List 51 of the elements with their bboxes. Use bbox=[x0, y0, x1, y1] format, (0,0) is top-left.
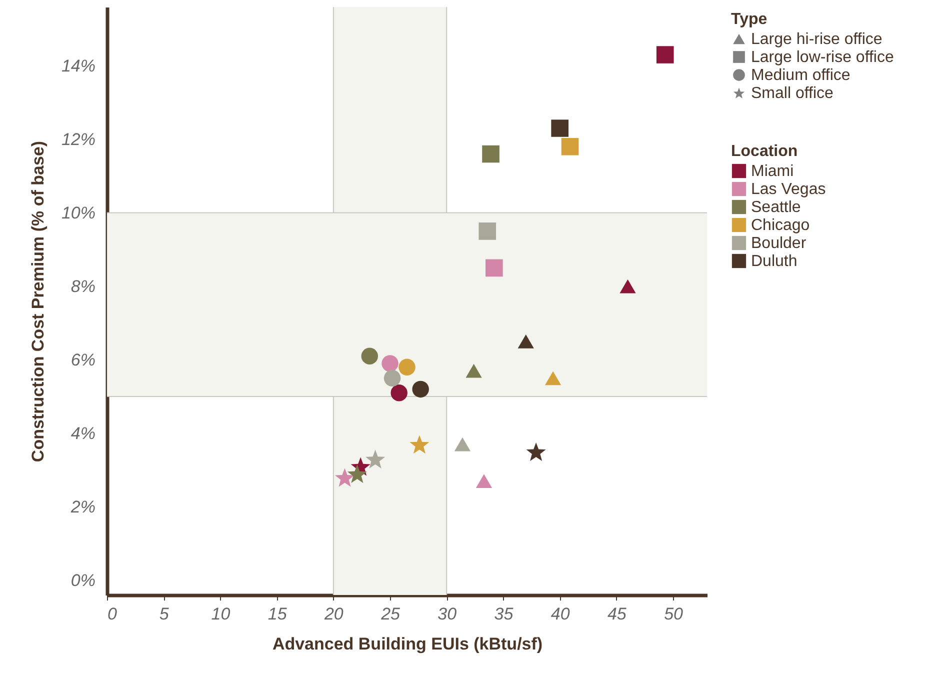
point bbox=[398, 358, 416, 376]
legend-label: Miami bbox=[751, 163, 794, 180]
legend-label: Las Vegas bbox=[751, 181, 826, 198]
y-tick-label: 8% bbox=[70, 276, 96, 296]
x-tick-label: 10 bbox=[211, 604, 231, 624]
x-tick-label: 5 bbox=[159, 604, 170, 624]
x-tick-label: 20 bbox=[323, 604, 344, 624]
point bbox=[476, 474, 492, 488]
y-tick-label: 0% bbox=[70, 570, 96, 590]
x-tick-label: 25 bbox=[380, 604, 401, 624]
legend-label: Duluth bbox=[751, 253, 798, 270]
text: Type bbox=[731, 11, 768, 28]
point bbox=[361, 348, 378, 364]
y-tick-label: 2% bbox=[70, 497, 96, 516]
legend-label: Chicago bbox=[751, 217, 810, 234]
y-axis-title: Construction Cost Premium (% of base) bbox=[28, 140, 48, 462]
point bbox=[561, 138, 579, 156]
x-tick-label: 35 bbox=[494, 604, 514, 624]
x-tick-label: 30 bbox=[438, 604, 458, 624]
y-tick-label: 6% bbox=[70, 350, 96, 370]
x-tick-label: 50 bbox=[664, 604, 684, 624]
text: Medium office bbox=[751, 67, 850, 84]
point bbox=[454, 437, 471, 452]
y-tick-label: 10% bbox=[61, 203, 96, 222]
x-tick-label: 45 bbox=[607, 604, 627, 624]
point bbox=[551, 120, 568, 137]
y-tick-label: 12% bbox=[61, 130, 96, 149]
y-tick-label: 14% bbox=[61, 56, 96, 76]
text: Location bbox=[731, 143, 798, 160]
x-tick-label: 15 bbox=[268, 604, 288, 624]
text: Small office bbox=[751, 85, 834, 102]
point bbox=[482, 145, 500, 163]
point bbox=[384, 370, 401, 387]
point bbox=[620, 279, 636, 294]
point bbox=[544, 371, 562, 386]
point bbox=[656, 46, 674, 64]
legend-label: Seattle bbox=[751, 199, 801, 216]
point bbox=[518, 334, 534, 348]
point bbox=[390, 384, 408, 402]
point bbox=[466, 364, 482, 378]
x-axis-title: Advanced Building EUIs (kBtu/sf) bbox=[272, 634, 543, 654]
text: Large hi-rise office bbox=[751, 31, 882, 48]
x-tick-label: 40 bbox=[550, 604, 570, 624]
point bbox=[486, 259, 503, 277]
x-tick-label: 0 bbox=[108, 604, 118, 624]
text: Large low-rise office bbox=[751, 49, 894, 66]
legend-label: Boulder bbox=[751, 235, 807, 252]
point bbox=[382, 355, 398, 372]
point bbox=[478, 222, 496, 240]
y-tick-label: 4% bbox=[70, 424, 96, 443]
point bbox=[412, 380, 429, 398]
